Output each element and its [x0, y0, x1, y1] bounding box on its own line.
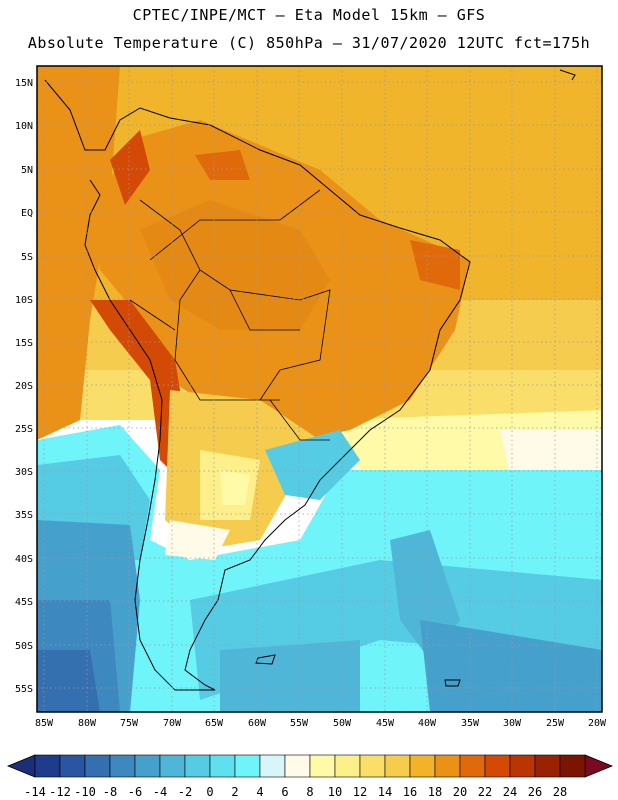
lon-label: 75W	[120, 718, 139, 729]
colorbar-cell	[434, 754, 461, 778]
lon-label: 50W	[333, 718, 352, 729]
colorbar-cell	[484, 754, 511, 778]
colorbar-label: -10	[74, 785, 96, 799]
colorbar-label: -8	[103, 785, 117, 799]
lat-label: 40S	[15, 554, 33, 565]
lat-label: 10S	[15, 295, 33, 306]
colorbar-cell	[234, 754, 261, 778]
lon-label: 70W	[163, 718, 182, 729]
colorbar-label: 16	[403, 785, 417, 799]
colorbar-label: 24	[503, 785, 517, 799]
lat-label: EQ	[21, 208, 33, 219]
lon-label: 80W	[78, 718, 97, 729]
colorbar-cell	[284, 754, 311, 778]
lon-label: 55W	[290, 718, 309, 729]
colorbar-label: 2	[231, 785, 238, 799]
lat-label: 45S	[15, 597, 33, 608]
lat-label: 35S	[15, 510, 33, 521]
lon-label: 65W	[205, 718, 224, 729]
colorbar-label: 20	[453, 785, 467, 799]
lon-label: 60W	[248, 718, 267, 729]
longitude-labels: 85W 80W 75W 70W 65W 60W 55W 50W 45W 40W …	[35, 718, 607, 729]
colorbar-under-arrow	[6, 754, 36, 778]
temperature-field	[37, 66, 602, 712]
lon-label: 45W	[376, 718, 395, 729]
lat-label: 30S	[15, 467, 33, 478]
colorbar-label: -12	[49, 785, 71, 799]
lon-label: 25W	[546, 718, 565, 729]
lat-label: 5S	[21, 252, 33, 263]
colorbar-label: 8	[306, 785, 313, 799]
lat-label: 15N	[15, 78, 33, 89]
colorbar-label: 0	[206, 785, 213, 799]
colorbar-cell	[209, 754, 236, 778]
colorbar-cell	[334, 754, 361, 778]
colorbar: -14 -12 -10 -8 -6 -4 -2 0 2 4 6 8 10 12 14 16 18 20 22 24 26…	[6, 754, 614, 799]
colorbar-cell	[459, 754, 486, 778]
colorbar-cell	[109, 754, 136, 778]
colorbar-cell	[534, 754, 561, 778]
colorbar-cell	[509, 754, 536, 778]
colorbar-cell	[59, 754, 86, 778]
latitude-labels: 15N 10N 5N EQ 5S 10S 15S 20S 25S 30S 35S…	[15, 78, 33, 695]
lat-label: 20S	[15, 381, 33, 392]
lon-label: 85W	[35, 718, 54, 729]
lon-label: 35W	[461, 718, 480, 729]
colorbar-label: 10	[328, 785, 342, 799]
lon-label: 30W	[503, 718, 522, 729]
colorbar-label: -2	[178, 785, 192, 799]
colorbar-label: -6	[128, 785, 142, 799]
colorbar-cell	[84, 754, 111, 778]
colorbar-over-arrow	[584, 754, 614, 778]
country-borders	[129, 189, 331, 441]
colorbar-cell	[259, 754, 286, 778]
colorbar-label: 6	[281, 785, 288, 799]
colorbar-cell	[359, 754, 386, 778]
colorbar-label: 14	[378, 785, 392, 799]
colorbar-cell	[159, 754, 186, 778]
lat-label: 55S	[15, 684, 33, 695]
colorbar-label: 18	[428, 785, 442, 799]
lat-label: 50S	[15, 641, 33, 652]
colorbar-label: 28	[553, 785, 567, 799]
colorbar-label: -4	[153, 785, 167, 799]
colorbar-cell	[34, 754, 61, 778]
lon-label: 20W	[588, 718, 607, 729]
colorbar-label: 26	[528, 785, 542, 799]
chart-title: CPTEC/INPE/MCT – Eta Model 15km – GFS	[132, 6, 486, 24]
colorbar-cell	[134, 754, 161, 778]
colorbar-cell	[559, 754, 586, 778]
lat-label: 10N	[15, 121, 33, 132]
colorbar-label: 12	[353, 785, 367, 799]
colorbar-label: 22	[478, 785, 492, 799]
colorbar-cell	[184, 754, 211, 778]
lat-label: 25S	[15, 424, 33, 435]
colorbar-cell	[384, 754, 411, 778]
colorbar-cell	[409, 754, 436, 778]
colorbar-label: -14	[24, 785, 46, 799]
lat-label: 5N	[21, 165, 33, 176]
colorbar-cell	[309, 754, 336, 778]
lat-label: 15S	[15, 338, 33, 349]
lon-label: 40W	[418, 718, 437, 729]
colorbar-label: 4	[256, 785, 263, 799]
chart-subtitle: Absolute Temperature (C) 850hPa – 31/07/…	[27, 34, 591, 52]
map-frame	[36, 65, 603, 713]
coastlines	[44, 69, 576, 691]
